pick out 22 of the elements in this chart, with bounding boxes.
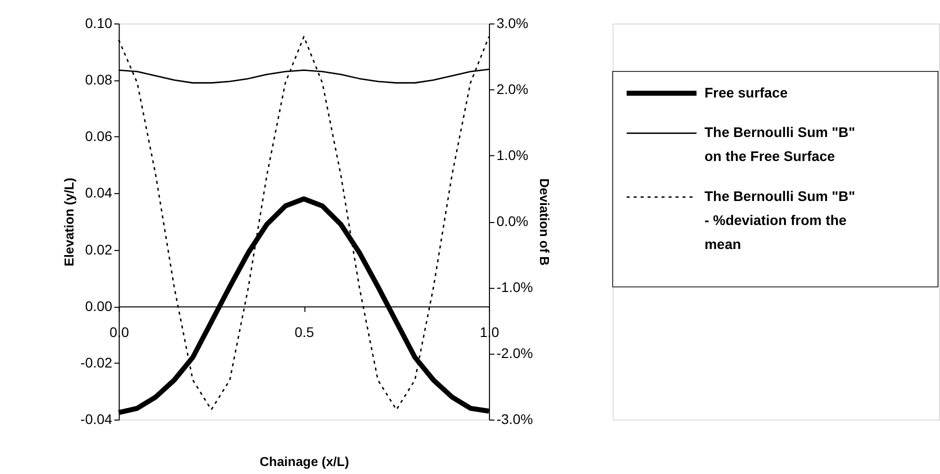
y2-axis-title: Deviation of B	[536, 178, 552, 266]
y2-tick-label: 3.0%	[496, 14, 528, 31]
y-tick-label: 0.02	[85, 241, 112, 258]
y-axis-title: Elevation (y/L)	[61, 178, 76, 266]
y-tick-label: -0.04	[80, 411, 112, 428]
x-tick-label: 0.5	[294, 324, 314, 340]
y2-tick-label: 1.0%	[496, 146, 528, 163]
y-tick-label: 0.10	[85, 14, 112, 31]
x-axis-title: Chainage (x/L)	[260, 454, 350, 470]
y-tick-label: 0.04	[85, 184, 112, 201]
legend-label: Free surface	[704, 84, 788, 100]
legend-label: The Bernoulli Sum "B" on the Free Surface	[704, 124, 856, 164]
y-tick-label: 0.08	[85, 72, 112, 88]
y2-tick-label: -3.0%	[496, 411, 533, 428]
y2-tick-label: 2.0%	[496, 80, 528, 97]
y-tick-label: 0.00	[85, 298, 112, 314]
y-tick-label: -0.02	[80, 354, 112, 371]
y-tick-label: 0.06	[85, 128, 112, 144]
y2-tick-label: -2.0%	[496, 345, 533, 362]
y2-tick-label: -1.0%	[496, 279, 533, 296]
y2-tick-label: 0.0%	[496, 213, 528, 230]
legend-label: The Bernoulli Sum "B" - %deviation from the mean	[704, 188, 856, 252]
